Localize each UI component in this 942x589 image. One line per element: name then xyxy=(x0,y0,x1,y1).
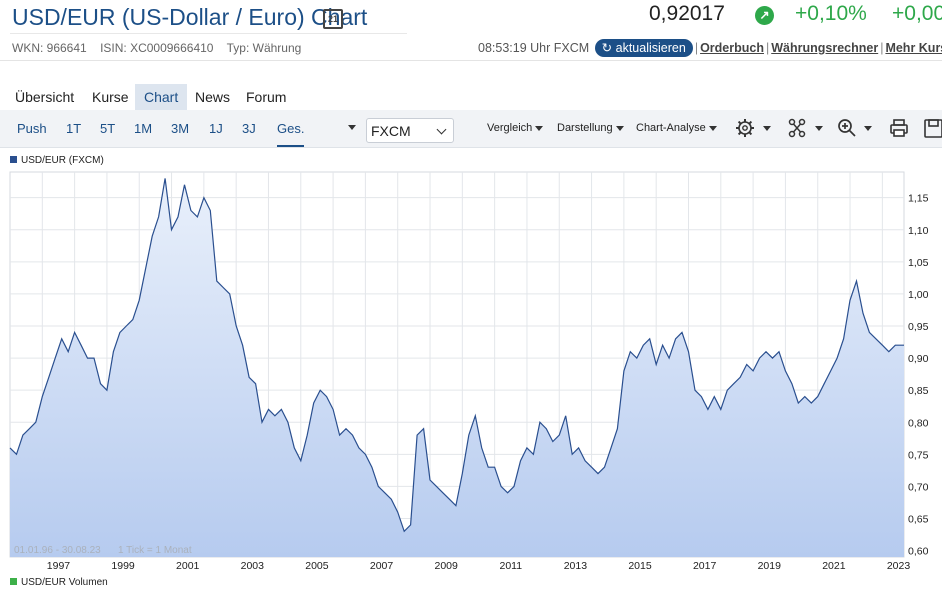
tab-news[interactable]: News xyxy=(195,89,231,105)
waehrungsrechner-link[interactable]: Währungsrechner xyxy=(771,41,879,55)
x-tick-label: 2007 xyxy=(370,560,394,572)
refresh-button[interactable]: ↻ aktualisieren xyxy=(594,39,693,57)
save-icon[interactable] xyxy=(922,117,942,139)
x-tick-label: 2011 xyxy=(499,560,522,572)
range-1j[interactable]: 1J xyxy=(209,121,223,136)
x-axis: 1997 1999 2001 2003 2005 2007 2009 2011 2013 2015… xyxy=(47,560,911,572)
y-tick-label: 0,70 xyxy=(908,481,929,493)
gear-icon[interactable] xyxy=(734,117,756,139)
wkn-label: WKN: 966641 xyxy=(12,41,87,55)
y-axis: 1,15 1,10 1,05 1,00 0,95 0,90 0,85 0,80 0,75 0,70… xyxy=(908,193,929,558)
quote-meta: 08:53:19 Uhr FXCM ↻ aktualisieren | Orderb… xyxy=(478,39,942,57)
volume-legend: USD/EUR Volumen xyxy=(10,577,108,588)
chart-toolbar: Push 1T 5T 1M 3M 1J 3J Ges. xyxy=(0,110,942,148)
x-tick-label: 2017 xyxy=(693,560,717,572)
series-legend: USD/EUR (FXCM) xyxy=(10,155,104,166)
price-value: 0,92017 xyxy=(649,2,725,25)
x-tick-label: 2015 xyxy=(628,560,652,572)
legend-swatch xyxy=(10,156,17,163)
y-tick-label: 1,05 xyxy=(908,257,929,269)
date-range-label: 01.01.96 - 30.08.23 xyxy=(14,545,101,556)
range-gesamt[interactable]: Ges. xyxy=(277,110,305,147)
range-5t[interactable]: 5T xyxy=(100,121,116,136)
x-tick-label: 2005 xyxy=(305,560,329,572)
x-tick-label: 2001 xyxy=(176,560,200,572)
isin-label: ISIN: XC0009666410 xyxy=(100,41,214,55)
range-1t[interactable]: 1T xyxy=(66,121,82,136)
y-tick-label: 0,60 xyxy=(908,546,929,558)
chart-analyse-label: Chart-Analyse xyxy=(636,122,706,134)
calendar-caret-icon[interactable] xyxy=(348,125,356,130)
tab-forum[interactable]: Forum xyxy=(246,89,287,105)
exchange-select[interactable]: FXCM xyxy=(366,118,454,143)
x-tick-label: 2023 xyxy=(887,560,911,572)
range-3j[interactable]: 3J xyxy=(242,121,256,136)
x-tick-label: 2021 xyxy=(822,560,846,572)
x-tick-label: 1999 xyxy=(111,560,135,572)
x-tick-label: 1997 xyxy=(47,560,71,572)
calendar-icon[interactable]: 21 xyxy=(323,9,343,29)
refresh-icon: ↻ xyxy=(601,41,613,55)
darstellung-menu[interactable]: Darstellung xyxy=(557,110,624,147)
y-tick-label: 0,65 xyxy=(908,514,929,526)
x-tick-label: 2009 xyxy=(434,560,458,572)
y-tick-label: 1,00 xyxy=(908,289,929,301)
tab-kurse[interactable]: Kurse xyxy=(92,89,129,105)
zoom-caret-icon[interactable] xyxy=(864,126,872,131)
orderbuch-link[interactable]: Orderbuch xyxy=(700,41,764,55)
refresh-label: aktualisieren xyxy=(615,41,686,55)
arrow-up-icon: ↗ xyxy=(755,6,774,25)
change-percent: +0,10% xyxy=(795,2,867,25)
chevron-down-icon xyxy=(436,124,447,135)
zoom-icon[interactable] xyxy=(836,117,858,139)
tick-info-label: 1 Tick = 1 Monat xyxy=(118,545,192,556)
price-chart[interactable]: 1,15 1,10 1,05 1,00 0,95 0,90 0,85 0,80 0,75 0,70… xyxy=(0,160,942,574)
y-tick-label: 1,10 xyxy=(908,225,929,237)
x-tick-label: 2013 xyxy=(564,560,588,572)
header-divider xyxy=(0,60,942,61)
y-tick-label: 0,85 xyxy=(908,385,929,397)
quote-time: 08:53:19 Uhr FXCM xyxy=(478,41,590,55)
exchange-value: FXCM xyxy=(371,123,411,139)
tab-uebersicht[interactable]: Übersicht xyxy=(15,89,75,105)
series-line xyxy=(9,178,904,533)
mehr-kurse-link[interactable]: Mehr Kurse xyxy=(885,41,942,55)
network-icon[interactable] xyxy=(786,117,808,139)
y-tick-label: 1,15 xyxy=(908,193,929,205)
caret-down-icon xyxy=(708,125,717,131)
network-caret-icon[interactable] xyxy=(815,126,823,131)
legend-label: USD/EUR (FXCM) xyxy=(21,155,104,166)
print-icon[interactable] xyxy=(888,117,910,139)
vergleich-menu[interactable]: Vergleich xyxy=(487,110,544,147)
y-tick-label: 0,90 xyxy=(908,353,929,365)
y-tick-label: 0,75 xyxy=(908,449,929,461)
range-push[interactable]: Push xyxy=(17,121,47,136)
chart-analyse-menu[interactable]: Chart-Analyse xyxy=(636,110,717,147)
instrument-meta: WKN: 966641 ISIN: XC0009666410 Typ: Währ… xyxy=(12,41,311,55)
series-area xyxy=(10,178,904,557)
gear-caret-icon[interactable] xyxy=(763,126,771,131)
volume-swatch xyxy=(10,578,17,585)
x-tick-label: 2019 xyxy=(758,560,782,572)
range-3m[interactable]: 3M xyxy=(171,121,190,136)
type-label: Typ: Währung xyxy=(226,41,302,55)
change-absolute: +0,00 xyxy=(892,2,942,25)
page-title: USD/EUR (US-Dollar / Euro) Chart xyxy=(12,4,368,30)
y-tick-label: 0,80 xyxy=(908,417,929,429)
caret-down-icon xyxy=(535,125,544,131)
darstellung-label: Darstellung xyxy=(557,122,613,134)
volume-label: USD/EUR Volumen xyxy=(21,577,108,588)
title-divider xyxy=(10,33,407,34)
vergleich-label: Vergleich xyxy=(487,122,533,134)
y-tick-label: 0,95 xyxy=(908,321,929,333)
tab-chart[interactable]: Chart xyxy=(135,84,188,116)
x-tick-label: 2003 xyxy=(241,560,265,572)
caret-down-icon xyxy=(615,125,624,131)
range-1m[interactable]: 1M xyxy=(134,121,153,136)
